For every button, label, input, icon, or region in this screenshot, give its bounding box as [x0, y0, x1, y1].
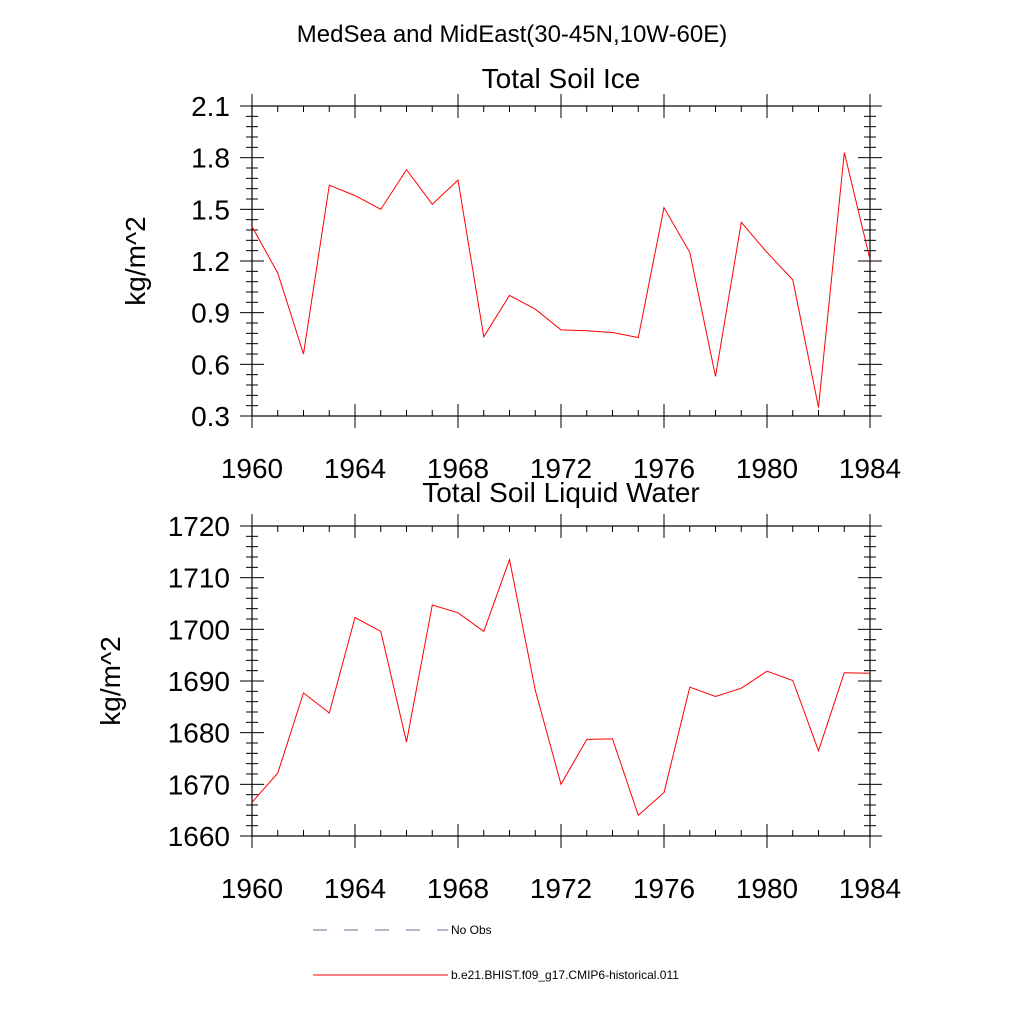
chart-panel-2: Total Soil Liquid Water kg/m^2 1960 1964 196…: [95, 477, 901, 904]
y-tick-label: 2.1: [191, 91, 230, 122]
y-tick-label: 0.9: [191, 298, 230, 329]
x-tick-label: 1980: [736, 453, 798, 484]
y-tick-label: 1720: [168, 511, 230, 542]
x-tick-label: 1964: [324, 453, 386, 484]
y-tick-label: 1700: [168, 614, 230, 645]
chart-title: Total Soil Ice: [482, 63, 641, 94]
series-line-1: [251, 557, 871, 817]
series-line-1: [251, 152, 871, 408]
x-tick-label: 1960: [221, 873, 283, 904]
x-tick-label: 1984: [839, 453, 901, 484]
y-tick-label: 1680: [168, 718, 230, 749]
y-tick-label: 1690: [168, 666, 230, 697]
legend: No Obs b.e21.BHIST.f09_g17.CMIP6-historic…: [313, 923, 679, 982]
x-tick-label: 1972: [530, 453, 592, 484]
x-tick-label: 1972: [530, 873, 592, 904]
y-tick-label: 0.6: [191, 349, 230, 380]
y-tick-label: 1.5: [191, 194, 230, 225]
x-tick-label: 1976: [633, 873, 695, 904]
y-axis-label: kg/m^2: [95, 636, 126, 725]
chart-title: Total Soil Liquid Water: [422, 477, 700, 508]
x-tick-label: 1968: [427, 453, 489, 484]
plot-frame: [251, 525, 871, 837]
x-tick-label: 1980: [736, 873, 798, 904]
chart-panel-1: Total Soil Ice kg/m^2 1960 1964 1968 1972 1976…: [120, 63, 901, 484]
y-tick-label: 1710: [168, 563, 230, 594]
x-tick-label: 1968: [427, 873, 489, 904]
y-tick-label: 0.3: [191, 401, 230, 432]
y-tick-label: 1.8: [191, 143, 230, 174]
y-axis-label: kg/m^2: [120, 216, 151, 305]
x-tick-label: 1960: [221, 453, 283, 484]
x-tick-label: 1984: [839, 873, 901, 904]
x-tick-label: 1964: [324, 873, 386, 904]
x-tick-label: 1976: [633, 453, 695, 484]
y-tick-label: 1670: [168, 769, 230, 800]
y-tick-label: 1660: [168, 821, 230, 852]
plot-frame: [251, 105, 871, 417]
legend-label-1: No Obs: [451, 923, 492, 937]
legend-label-2: b.e21.BHIST.f09_g17.CMIP6-historical.011: [451, 968, 679, 982]
figure-super-title: MedSea and MidEast(30-45N,10W-60E): [297, 21, 727, 48]
y-tick-label: 1.2: [191, 246, 230, 277]
